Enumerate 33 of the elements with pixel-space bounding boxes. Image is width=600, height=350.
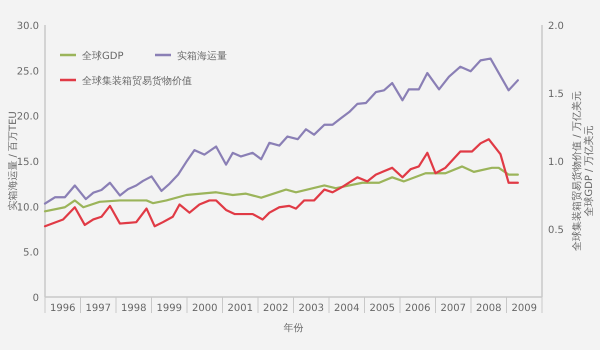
x-tick-label: 2008 — [476, 303, 502, 314]
legend-label: 实箱海运量 — [177, 50, 227, 62]
x-tick-label: 1999 — [156, 303, 182, 314]
y2-tick-label: 0.5 — [548, 225, 564, 236]
x-tick-label: 1997 — [86, 303, 111, 314]
y2-axis-title: 全球集装箱贸易货物价值 / 万亿美元全球GDP / 万亿美元 — [572, 91, 596, 251]
line-series — [44, 138, 519, 228]
x-tick-label: 1998 — [121, 303, 146, 314]
x-tick-label: 2002 — [263, 303, 288, 314]
x-tick-label: 2005 — [370, 303, 395, 314]
y-tick-label: 30.0 — [16, 21, 39, 32]
x-tick-label: 2003 — [298, 303, 324, 314]
x-tick-label: 2004 — [334, 303, 360, 314]
y-tick-label: 0 — [32, 293, 39, 304]
y-tick-label: 20.0 — [16, 112, 39, 123]
y-tick-label: 15.0 — [16, 157, 39, 168]
x-tick-label: 1996 — [50, 303, 76, 314]
x-axis-title: 年份 — [284, 322, 304, 334]
x-tick-label: 2009 — [512, 303, 537, 314]
y2-tick-label: 2.0 — [548, 21, 564, 32]
legend-label: 全球集装箱贸易货物价值 — [82, 75, 192, 87]
line-series — [44, 165, 519, 212]
y-tick-label: 25.0 — [16, 66, 39, 78]
y2-tick-label: 1.0 — [548, 157, 564, 168]
x-tick-label: 2001 — [228, 303, 253, 314]
x-tick-label: 2007 — [440, 303, 466, 314]
x-tick-label: 2000 — [192, 303, 218, 314]
legend-label: 全球GDP — [82, 50, 124, 62]
y-tick-label: 5.0 — [23, 248, 39, 259]
y2-tick-label: 1.5 — [548, 89, 564, 100]
x-tick-label: 2006 — [405, 303, 430, 314]
y-axis-title: 实箱海运量 / 百万TEU — [7, 111, 19, 211]
y-tick-label: 10.0 — [16, 202, 39, 214]
